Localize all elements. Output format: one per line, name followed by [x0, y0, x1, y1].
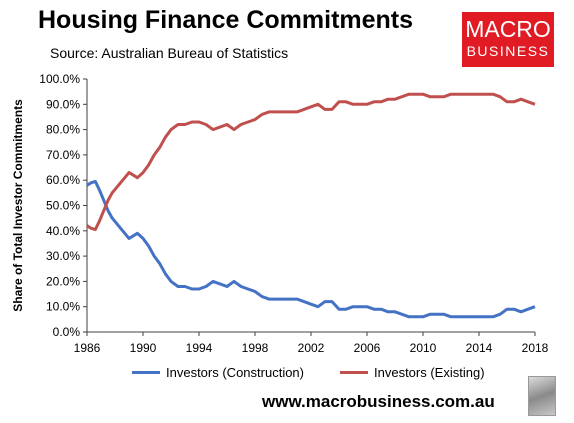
series-line-construction — [86, 180, 536, 319]
wolf-logo-icon — [528, 376, 556, 416]
website-url: www.macrobusiness.com.au — [262, 392, 495, 411]
y-tick-label: 10.0% — [46, 300, 80, 314]
legend-swatch-existing — [340, 371, 368, 374]
logo-line-2: BUSINESS — [466, 43, 550, 59]
x-tick-label: 2006 — [354, 341, 381, 355]
y-tick-label: 60.0% — [46, 173, 80, 187]
y-tick-label: 80.0% — [46, 123, 80, 137]
y-tick-label: 70.0% — [46, 148, 80, 162]
legend-label-construction: Investors (Construction) — [166, 365, 304, 380]
y-axis: 0.0% 10.0% 20.0% 30.0% 40.0% 50.0% 60.0% 70.0% 8… — [39, 72, 88, 339]
y-tick-label: 20.0% — [46, 274, 80, 288]
legend-swatch-construction — [132, 371, 160, 374]
macrobusiness-logo: MACRO BUSINESS — [462, 12, 554, 67]
series-line-existing — [86, 92, 536, 231]
y-tick-label: 50.0% — [46, 199, 80, 213]
x-tick-label: 1994 — [186, 341, 213, 355]
chart-source: Source: Australian Bureau of Statistics — [50, 45, 289, 61]
x-tick-label: 2010 — [410, 341, 437, 355]
x-tick-label: 2014 — [466, 341, 493, 355]
y-tick-label: 0.0% — [53, 325, 81, 339]
chart-legend: Investors (Construction) Investors (Exis… — [0, 365, 574, 385]
y-tick-label: 90.0% — [46, 97, 80, 111]
x-tick-label: 1990 — [130, 341, 157, 355]
x-axis: 1986 1990 1994 1998 2002 2006 2010 2014 2018 — [74, 331, 549, 355]
series-lines — [86, 92, 536, 319]
x-tick-label: 1986 — [74, 341, 101, 355]
y-tick-label: 100.0% — [39, 72, 80, 86]
y-axis-label: Share of Total Investor Commitments — [11, 99, 25, 312]
x-tick-label: 1998 — [242, 341, 269, 355]
y-tick-label: 40.0% — [46, 224, 80, 238]
legend-item-existing: Investors (Existing) — [340, 365, 485, 380]
legend-label-existing: Investors (Existing) — [374, 365, 485, 380]
logo-line-1: MACRO — [465, 16, 551, 42]
page-title: Housing Finance Commitments — [38, 6, 414, 34]
y-tick-label: 30.0% — [46, 249, 80, 263]
x-tick-label: 2002 — [298, 341, 325, 355]
x-tick-label: 2018 — [522, 341, 549, 355]
legend-item-construction: Investors (Construction) — [132, 365, 304, 380]
